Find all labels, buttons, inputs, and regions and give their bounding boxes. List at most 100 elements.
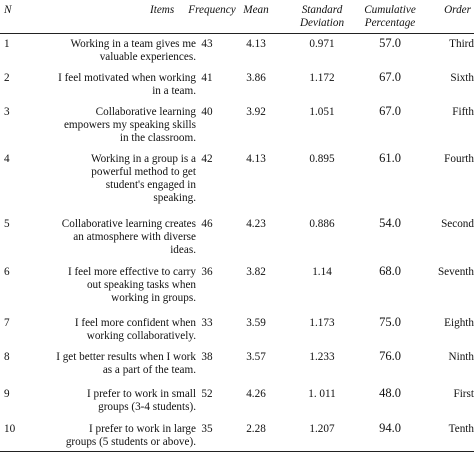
item-text: Working in a group is a powerful method t… — [20, 153, 196, 205]
row-number: 10 — [4, 423, 16, 435]
frequency-value: 38 — [201, 351, 213, 363]
item-text-line: in a team. — [152, 85, 196, 97]
header-rule — [0, 33, 474, 34]
item-text: I prefer to work in small groups (3-4 stu… — [20, 388, 196, 414]
bottom-rule — [0, 451, 474, 452]
frequency-value: 43 — [201, 38, 213, 50]
cumulative-value: 54.0 — [379, 216, 401, 230]
cumulative-value: 94.0 — [379, 421, 401, 435]
header-sd-line2: Deviation — [299, 17, 345, 29]
sd-value: 1.14 — [312, 266, 332, 278]
sd-value: 1.051 — [309, 106, 335, 118]
frequency-value: 52 — [201, 388, 213, 400]
header-cumulative-line1: Cumulative — [364, 4, 416, 16]
item-text: I get better results when I work as a par… — [20, 351, 196, 377]
item-text: Collaborative learning empowers my speaki… — [20, 106, 196, 145]
item-text-line: powerful method to get — [91, 166, 196, 178]
sd-value: 1.172 — [309, 72, 335, 84]
cumulative-value: 75.0 — [379, 315, 401, 329]
order-value: Sixth — [450, 72, 474, 84]
cumulative-value: 67.0 — [379, 70, 401, 84]
row-number: 9 — [4, 388, 10, 400]
frequency-value: 42 — [201, 153, 213, 165]
cumulative-value: 57.0 — [379, 36, 401, 50]
cumulative-value: 76.0 — [379, 349, 401, 363]
item-text-line: Working in a team gives me — [70, 38, 196, 50]
sd-value: 1. 011 — [308, 388, 336, 400]
row-number: 2 — [4, 72, 10, 84]
frequency-value: 33 — [201, 317, 213, 329]
frequency-value: 35 — [201, 423, 213, 435]
order-value: Eighth — [444, 317, 474, 329]
frequency-value: 41 — [201, 72, 213, 84]
mean-value: 4.13 — [246, 153, 266, 165]
order-value: Tenth — [448, 423, 474, 435]
header-order: Order — [444, 4, 471, 16]
frequency-value: 36 — [201, 266, 213, 278]
order-value: First — [453, 388, 474, 400]
header-mean: Mean — [243, 4, 269, 16]
item-text-line: working in groups. — [111, 292, 196, 304]
mean-value: 4.13 — [246, 38, 266, 50]
cumulative-value: 67.0 — [379, 104, 401, 118]
row-number: 5 — [4, 218, 10, 230]
cumulative-value: 61.0 — [379, 151, 401, 165]
cumulative-value: 68.0 — [379, 264, 401, 278]
header-n: N — [4, 4, 12, 16]
item-text-line: valuable experiences. — [99, 51, 196, 63]
item-text-line: empowers my speaking skills — [63, 119, 196, 131]
item-text-line: student's engaged in — [105, 179, 196, 191]
row-number: 8 — [4, 351, 10, 363]
sd-value: 1.207 — [309, 423, 335, 435]
mean-value: 4.23 — [246, 218, 266, 230]
item-text: I prefer to work in large groups (5 stude… — [20, 423, 196, 449]
header-frequency: Frequency — [188, 4, 236, 16]
item-text-line: Working in a group is a — [90, 153, 196, 165]
sd-value: 0.971 — [309, 38, 335, 50]
item-text-line: out speaking tasks when — [86, 279, 196, 291]
order-value: Fourth — [444, 153, 474, 165]
item-text-line: groups (3-4 students). — [98, 401, 196, 413]
order-value: Second — [441, 218, 474, 230]
sd-value: 0.895 — [309, 153, 335, 165]
item-text-line: Collaborative learning — [95, 106, 196, 118]
item-text-line: I prefer to work in large — [89, 423, 196, 435]
sd-value: 1.233 — [309, 351, 335, 363]
mean-value: 3.82 — [246, 266, 266, 278]
item-text-line: ideas. — [170, 244, 196, 256]
order-value: Seventh — [437, 266, 474, 278]
item-text-line: working collaboratively. — [86, 330, 196, 342]
row-number: 6 — [4, 266, 10, 278]
item-text: Working in a team gives me valuable exper… — [20, 38, 196, 64]
item-text-line: I get better results when I work — [56, 351, 196, 363]
mean-value: 3.92 — [246, 106, 266, 118]
order-value: Third — [449, 38, 474, 50]
item-text-line: I feel more confident when — [74, 317, 196, 329]
mean-value: 2.28 — [246, 423, 266, 435]
item-text-line: speaking. — [153, 192, 196, 204]
cumulative-value: 48.0 — [379, 386, 401, 400]
mean-value: 3.59 — [246, 317, 266, 329]
item-text-line: as a part of the team. — [102, 364, 196, 376]
sd-value: 0.886 — [309, 218, 335, 230]
row-number: 3 — [4, 106, 10, 118]
item-text-line: I feel motivated when working — [58, 72, 196, 84]
sd-value: 1.173 — [309, 317, 335, 329]
mean-value: 3.86 — [246, 72, 266, 84]
row-number: 4 — [4, 153, 10, 165]
item-text: I feel more effective to carry out speaki… — [20, 266, 196, 305]
item-text: Collaborative learning creates an atmosph… — [20, 218, 196, 257]
item-text-line: groups (5 students or above). — [65, 436, 196, 448]
item-text-line: I feel more effective to carry — [67, 266, 196, 278]
frequency-value: 40 — [201, 106, 213, 118]
order-value: Fifth — [452, 106, 474, 118]
order-value: Ninth — [448, 351, 474, 363]
header-sd-line1: Standard — [301, 4, 343, 16]
frequency-value: 46 — [201, 218, 213, 230]
row-number: 7 — [4, 317, 10, 329]
mean-value: 4.26 — [246, 388, 266, 400]
row-number: 1 — [4, 38, 10, 50]
mean-value: 3.57 — [246, 351, 266, 363]
header-items: Items — [150, 4, 175, 16]
